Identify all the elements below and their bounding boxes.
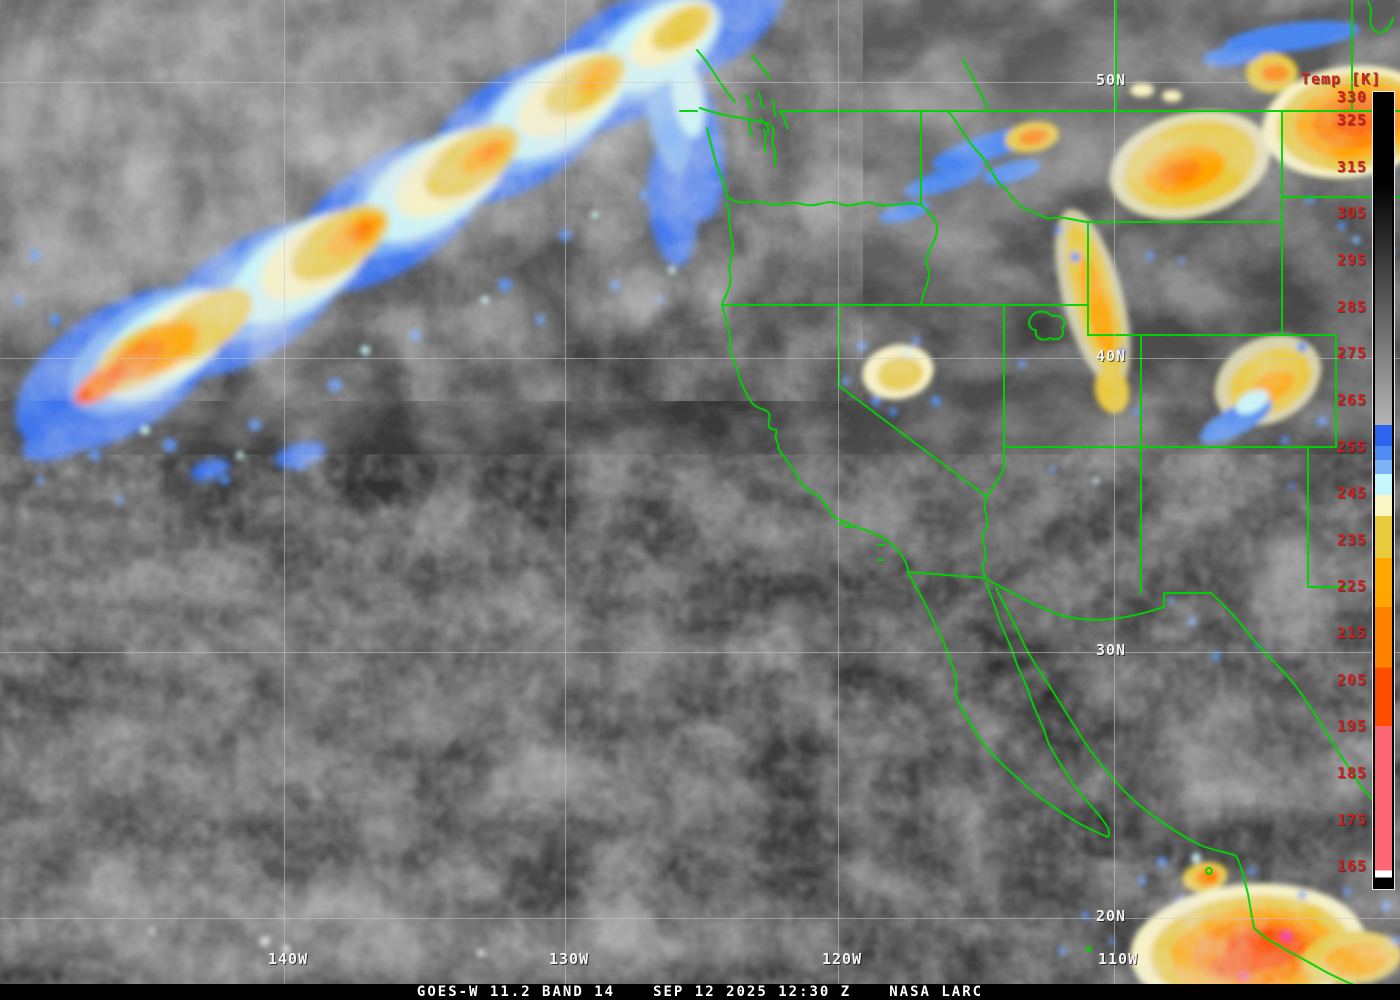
gridline-120W bbox=[838, 0, 839, 984]
bc-border-line bbox=[962, 59, 989, 109]
map-borders bbox=[679, 0, 1400, 984]
gridline-40N bbox=[0, 358, 1400, 359]
colorbar-tick-330: 330 bbox=[1336, 87, 1367, 106]
san-juan-islands bbox=[744, 91, 789, 137]
gridline-130W bbox=[565, 0, 566, 984]
colorbar-tick-245: 245 bbox=[1336, 484, 1367, 503]
colorbar-tick-225: 225 bbox=[1336, 577, 1367, 596]
gridline-20N bbox=[0, 918, 1400, 919]
mexico-mainland-coast bbox=[995, 587, 1355, 984]
snake-river-border bbox=[920, 204, 938, 306]
colorbar-tick-265: 265 bbox=[1336, 390, 1367, 409]
nm-mexico-border bbox=[1163, 592, 1212, 608]
west-coastline bbox=[706, 127, 909, 573]
colorado-river-border bbox=[981, 446, 1005, 579]
colorbar-tick-295: 295 bbox=[1336, 250, 1367, 269]
gridline-50N bbox=[0, 82, 1400, 83]
caption-credit: NASA LARC bbox=[889, 984, 984, 1000]
nm-tx-border bbox=[1307, 446, 1348, 588]
caption-bar: GOES-W 11.2 BAND 14 SEP 12 2025 12:30 Z … bbox=[0, 984, 1400, 1000]
az-mexico-border bbox=[984, 577, 1165, 621]
colorbar-tick-315: 315 bbox=[1336, 157, 1367, 176]
manitoba-lakes bbox=[1367, 1, 1394, 34]
grid-label-130W: 130W bbox=[549, 950, 590, 968]
grid-label-40N: 40N bbox=[1096, 347, 1127, 365]
grid-label-110W: 110W bbox=[1098, 950, 1139, 968]
colorbar-tick-195: 195 bbox=[1336, 717, 1367, 736]
grid-label-140W: 140W bbox=[268, 950, 309, 968]
island-dot-1 bbox=[1205, 867, 1213, 875]
grid-label-120W: 120W bbox=[822, 950, 863, 968]
colorbar-tick-185: 185 bbox=[1336, 764, 1367, 783]
colorbar-tick-275: 275 bbox=[1336, 344, 1367, 363]
rio-grande bbox=[1210, 592, 1385, 813]
channel-islands bbox=[837, 523, 885, 561]
colorbar-gradient bbox=[1375, 94, 1392, 887]
colorbar-tick-215: 215 bbox=[1336, 624, 1367, 643]
colorbar-tick-255: 255 bbox=[1336, 437, 1367, 456]
ca-nv-border bbox=[838, 304, 988, 498]
colorbar-tick-325: 325 bbox=[1336, 110, 1367, 129]
island-dot-2 bbox=[1086, 946, 1092, 952]
colorbar-title: Temp [K] bbox=[1301, 70, 1382, 88]
grid-label-50N: 50N bbox=[1096, 71, 1127, 89]
temperature-colorbar bbox=[1372, 91, 1395, 890]
great-salt-lake bbox=[1028, 310, 1066, 341]
colorbar-tick-175: 175 bbox=[1336, 810, 1367, 829]
baja-peninsula bbox=[907, 571, 1110, 838]
colorbar-tick-165: 165 bbox=[1336, 857, 1367, 876]
gridline-110W bbox=[1114, 0, 1115, 984]
id-mt-border bbox=[947, 110, 1089, 336]
puget-sound bbox=[763, 125, 777, 167]
colorbar-tick-285: 285 bbox=[1336, 297, 1367, 316]
gridline-30N bbox=[0, 652, 1400, 653]
colorbar-tick-205: 205 bbox=[1336, 670, 1367, 689]
gridline-140W bbox=[284, 0, 285, 984]
wy-co-north-borders bbox=[1087, 334, 1337, 448]
ca-mexico-border bbox=[907, 571, 986, 579]
caption-datetime: SEP 12 2025 12:30 Z bbox=[653, 984, 852, 1000]
colorbar-tick-305: 305 bbox=[1336, 204, 1367, 223]
caption-product: GOES-W 11.2 BAND 14 bbox=[416, 984, 616, 1000]
grid-label-30N: 30N bbox=[1096, 641, 1127, 659]
colorbar-tick-235: 235 bbox=[1336, 530, 1367, 549]
province-borders bbox=[1115, 0, 1353, 111]
columbia-river-border bbox=[726, 196, 922, 207]
grid-label-20N: 20N bbox=[1096, 907, 1127, 925]
